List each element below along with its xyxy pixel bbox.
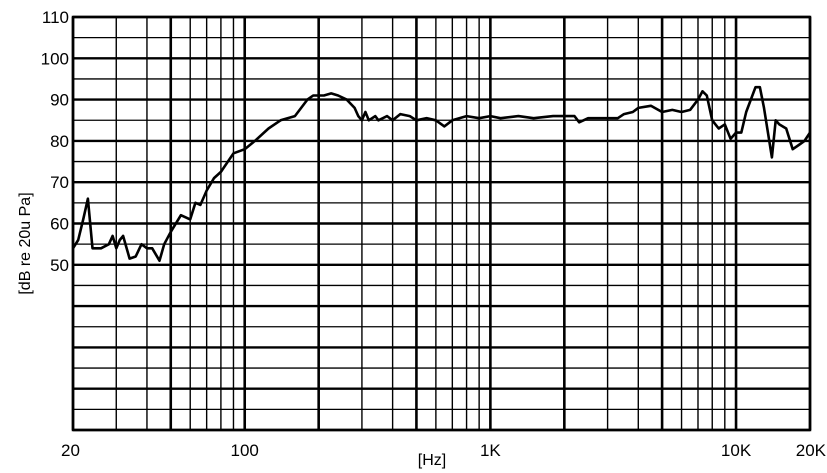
x-tick-label: 10K <box>721 441 752 460</box>
y-axis-label: [dB re 20u Pa] <box>17 192 34 294</box>
y-tick-label: 80 <box>50 132 69 151</box>
y-tick-label: 50 <box>50 256 69 275</box>
x-tick-labels: 20 100 1K 10K 20K <box>61 441 827 460</box>
response-curve <box>71 85 812 262</box>
y-tick-label: 90 <box>50 91 69 110</box>
y-tick-label: 110 <box>42 8 69 27</box>
plot-frame <box>71 15 812 432</box>
x-tick-label: 1K <box>480 441 501 460</box>
grid <box>71 15 812 432</box>
y-tick-labels: 110 100 90 80 70 60 50 <box>41 8 69 275</box>
x-tick-label: 100 <box>231 441 259 460</box>
x-tick-label: 20K <box>796 441 827 460</box>
y-tick-label: 60 <box>50 215 69 234</box>
y-tick-label: 100 <box>41 49 69 68</box>
y-tick-label: 70 <box>50 173 69 192</box>
x-axis-label: [Hz] <box>418 452 446 469</box>
x-tick-label: 20 <box>61 441 80 460</box>
